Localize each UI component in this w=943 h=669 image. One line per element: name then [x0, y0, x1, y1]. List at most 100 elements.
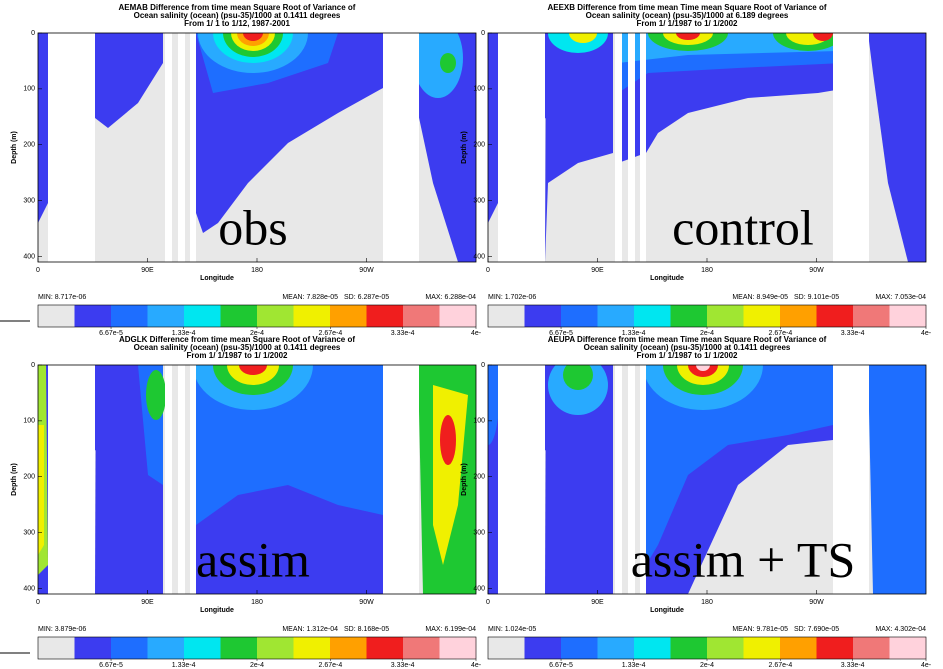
x-tick-label: 90E: [141, 599, 154, 606]
land-mask: [383, 365, 419, 594]
stat-max: MAX: 6.199e-04: [425, 626, 476, 633]
stat-min: MIN: 3.879e-06: [38, 626, 86, 633]
stat-mean: MEAN: 1.312e-04: [282, 626, 338, 633]
colorbar-swatch: [111, 305, 148, 327]
plot-area: [488, 365, 926, 594]
stat-sd: SD: 8.168e-05: [344, 626, 389, 633]
x-tick-label: 90E: [591, 599, 604, 606]
y-tick-label: 100: [23, 86, 35, 93]
colorbar-tick-label: 2.67e-4: [318, 330, 342, 337]
y-tick-label: 200: [23, 474, 35, 481]
colorbar-swatch: [743, 637, 781, 659]
x-axis-label: Longitude: [650, 275, 684, 282]
x-tick-label: 180: [251, 599, 263, 606]
colorbar-swatch: [257, 305, 294, 327]
colorbar-swatch: [853, 305, 890, 327]
chart-title: ADGLK Difference from time mean Square R…: [119, 335, 355, 344]
colorbar-swatch: [853, 637, 890, 659]
x-tick-label: 90W: [809, 267, 824, 274]
land-mask: [498, 365, 545, 594]
colorbar-tick-label: 3.33e-4: [391, 330, 415, 337]
contour-fill: [95, 33, 163, 128]
colorbar-tick-label: 6.67e-5: [549, 330, 573, 337]
land-mask: [833, 365, 869, 594]
panel: AEUPA Difference from time mean Time mea…: [461, 335, 932, 669]
contour-fill: [696, 365, 710, 371]
y-tick-label: 300: [473, 197, 485, 204]
colorbar-swatch: [330, 305, 367, 327]
colorbar-swatch: [670, 637, 708, 659]
stat-sd: SD: 7.690e-05: [794, 626, 839, 633]
colorbar-tick-label: 2e-4: [700, 330, 714, 337]
colorbar-swatch: [184, 637, 221, 659]
x-axis-label: Longitude: [200, 275, 234, 282]
colorbar-tick-label: 1.33e-4: [172, 330, 196, 337]
colorbar-tick-label: 2e-4: [250, 662, 264, 669]
colorbar-swatch: [780, 305, 817, 327]
colorbar-swatch: [743, 305, 781, 327]
stat-max: MAX: 7.053e-04: [875, 294, 926, 301]
colorbar-tick-label: 2e-4: [700, 662, 714, 669]
colorbar-swatch: [597, 637, 635, 659]
chart-title: From 1/ 1 to 1/12, 1987-2001: [184, 19, 290, 28]
stat-sd: SD: 9.101e-05: [794, 294, 839, 301]
y-tick-label: 300: [23, 197, 35, 204]
colorbar-swatch: [561, 305, 598, 327]
y-tick-label: 0: [31, 30, 35, 37]
contour-fill: [813, 33, 833, 41]
stat-sd: SD: 6.287e-05: [344, 294, 389, 301]
colorbar-swatch: [597, 305, 635, 327]
chart-title: Ocean salinity (ocean) (psu-35)/1000 at …: [584, 343, 791, 352]
colorbar-tick-label: 1.33e-4: [622, 330, 646, 337]
contour-fill: [569, 33, 597, 43]
colorbar-swatch: [184, 305, 221, 327]
contour-fill: [563, 365, 593, 390]
y-tick-label: 0: [481, 30, 485, 37]
y-tick-label: 200: [473, 474, 485, 481]
colorbar-tick-label: 4e-: [921, 330, 932, 337]
colorbar-swatch: [220, 305, 258, 327]
colorbar-swatch: [889, 305, 927, 327]
colorbar-swatch: [366, 637, 404, 659]
land-mask: [165, 33, 172, 262]
colorbar-swatch: [707, 305, 744, 327]
colorbar-tick-label: 1.33e-4: [622, 662, 646, 669]
land-mask: [498, 33, 545, 262]
stat-max: MAX: 6.288e-04: [425, 294, 476, 301]
land-mask: [48, 33, 95, 262]
chart-title: Ocean salinity (ocean) (psu-35)/1000 at …: [586, 11, 789, 20]
y-tick-label: 100: [473, 86, 485, 93]
colorbar-swatch: [707, 637, 744, 659]
panel: ADGLK Difference from time mean Square R…: [11, 335, 482, 669]
colorbar-swatch: [816, 637, 854, 659]
panel-annotation: assim + TS: [631, 531, 856, 587]
colorbar-swatch: [257, 637, 294, 659]
x-axis-label: Longitude: [650, 607, 684, 614]
land-mask: [615, 365, 622, 594]
colorbar-tick-label: 4e-: [471, 330, 482, 337]
land-mask: [165, 365, 172, 594]
colorbar-swatch: [293, 305, 331, 327]
contour-fill: [646, 365, 833, 565]
colorbar-tick-label: 1.33e-4: [172, 662, 196, 669]
colorbar-tick-label: 3.33e-4: [841, 662, 865, 669]
colorbar-tick-label: 2.67e-4: [768, 662, 792, 669]
contour-fill: [868, 365, 926, 594]
stat-mean: MEAN: 8.949e-05: [732, 294, 788, 301]
y-tick-label: 200: [23, 142, 35, 149]
colorbar-swatch: [488, 305, 525, 327]
land-mask: [640, 33, 646, 262]
contour-fill: [440, 53, 456, 73]
y-tick-label: 0: [481, 362, 485, 369]
colorbar-tick-label: 3.33e-4: [391, 662, 415, 669]
panel-annotation: control: [672, 199, 814, 255]
panel: AEMAB Difference from time mean Square R…: [11, 3, 482, 337]
x-tick-label: 90E: [591, 267, 604, 274]
colorbar-swatch: [111, 637, 148, 659]
y-tick-label: 200: [473, 142, 485, 149]
stat-mean: MEAN: 7.828e-05: [282, 294, 338, 301]
contour-fill: [38, 425, 44, 555]
land-mask: [615, 33, 622, 262]
x-tick-label: 90W: [359, 267, 374, 274]
